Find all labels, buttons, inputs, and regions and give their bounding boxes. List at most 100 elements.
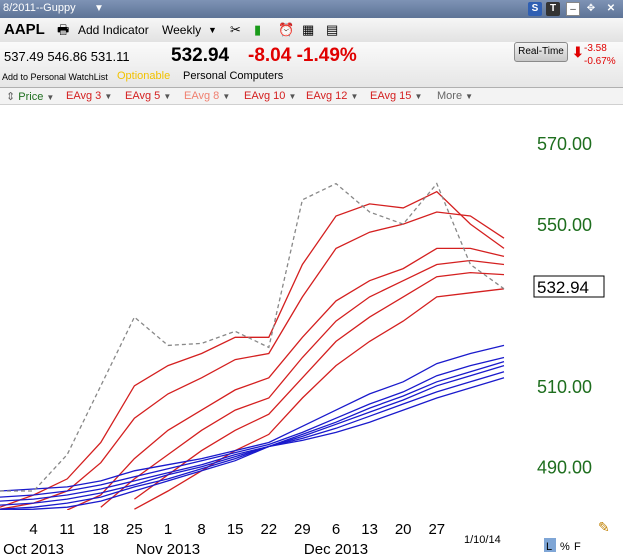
price-line [0, 182, 505, 492]
ema-line-6 [134, 288, 505, 510]
price-change: -8.04 -1.49% [248, 45, 357, 67]
drag-handle-icon[interactable]: ⇕ [6, 91, 16, 103]
x-tick-label: 27 [428, 521, 445, 538]
footer-date: 1/10/14 [464, 534, 501, 546]
month-label: Dec 2013 [304, 541, 368, 558]
x-tick-label: 29 [294, 521, 311, 538]
minimize-icon[interactable]: – [566, 2, 580, 16]
y-tick-label: 490.00 [537, 458, 592, 478]
chevron-down-icon[interactable]: ▼ [288, 92, 297, 101]
x-tick-label: 1 [164, 521, 172, 538]
x-tick-label: 25 [126, 521, 143, 538]
table-icon[interactable]: ▤ [326, 22, 339, 37]
window-title: 8/2011--Guppy [3, 2, 76, 14]
alarm-clock-icon[interactable]: ⏰ [278, 22, 295, 37]
series-lines [0, 182, 505, 510]
printer-icon[interactable]: 🖶 [57, 22, 70, 37]
low-value: 531.11 [90, 49, 130, 64]
last-price-box [533, 275, 605, 298]
chevron-down-icon[interactable]: ▼ [104, 92, 113, 101]
y-tick-label: 550.00 [537, 215, 592, 235]
tools-icon[interactable]: ✂ [230, 22, 241, 37]
study-eavg-10[interactable]: EAvg 10 ▼ [244, 90, 296, 102]
open-value: 537.49 [4, 49, 44, 64]
chevron-down-icon[interactable]: ▼ [350, 92, 359, 101]
x-tick-label: 22 [260, 521, 277, 538]
change-pct: -1.49% [296, 45, 357, 66]
chevron-down-icon[interactable]: ▼ [465, 92, 474, 101]
realtime-change: -3.58 -0.67% [584, 42, 616, 68]
ema-line-7 [0, 344, 505, 492]
study-eavg-8[interactable]: EAvg 8 ▼ [184, 90, 230, 102]
move-icon[interactable]: ✥ [586, 3, 596, 14]
scale-f[interactable]: F [574, 541, 581, 553]
x-tick-label: 8 [197, 521, 205, 538]
chevron-down-icon[interactable]: ▼ [414, 92, 423, 101]
ema-line-12 [0, 377, 505, 510]
optionable-badge[interactable]: Optionable [117, 70, 171, 82]
x-tick-label: 6 [332, 521, 340, 538]
y-tick-label: 570.00 [537, 134, 592, 154]
ema-line-4 [100, 259, 505, 508]
realtime-button[interactable]: Real-Time [514, 42, 568, 62]
down-arrow-icon: ⬇ [572, 44, 584, 60]
bar-chart-icon[interactable]: ▮ [254, 22, 262, 37]
x-tick-label: 20 [395, 521, 412, 538]
x-tick-label: 11 [59, 521, 75, 538]
study-label: EAvg 15 [370, 90, 412, 102]
period-select[interactable]: Weekly [162, 23, 202, 37]
s-app-icon[interactable]: S [528, 2, 542, 16]
scale-l-box[interactable] [544, 538, 556, 552]
close-icon[interactable]: ✕ [606, 3, 616, 14]
study-label: More [437, 90, 463, 102]
calendar-icon[interactable]: ▦ [302, 22, 315, 37]
studies-bar: ⇕ Price ▼ EAvg 3 ▼ EAvg 5 ▼ EAvg 8 ▼ EAv… [0, 88, 623, 105]
chevron-down-icon[interactable]: ▼ [222, 92, 231, 101]
ema-line-1 [0, 211, 505, 510]
study-label: Price [18, 91, 44, 103]
ema-line-10 [0, 364, 505, 506]
y-tick-label: 510.00 [537, 377, 592, 397]
study-eavg-15[interactable]: EAvg 15 ▼ [370, 90, 422, 102]
watchlist-link[interactable]: Add to Personal WatchList [2, 72, 108, 82]
t-app-icon[interactable]: T [546, 2, 560, 16]
title-bar: 8/2011--Guppy ▼ S T – ✥ ✕ [0, 0, 623, 18]
scale-pct[interactable]: % [560, 541, 570, 553]
rt-change-value: -3.58 [584, 43, 607, 54]
quote-panel: 537.49 546.86 531.11 532.94 -8.04 -1.49%… [0, 42, 623, 88]
month-label: Oct 2013 [3, 541, 64, 558]
chevron-down-icon[interactable]: ▼ [163, 92, 172, 101]
high-value: 546.86 [47, 49, 88, 64]
chevron-down-icon[interactable]: ▼ [94, 3, 104, 14]
study-label: EAvg 3 [66, 90, 102, 102]
chevron-down-icon[interactable]: ▼ [46, 93, 55, 102]
chart-area[interactable]: 490.00 510.00 550.00 570.00 4 11 18 25 1 8 15 22 29… [0, 106, 623, 560]
pencil-icon[interactable]: ✎ [598, 519, 610, 535]
rt-change-pct: -0.67% [584, 56, 616, 67]
study-eavg-3[interactable]: EAvg 3 ▼ [66, 90, 112, 102]
study-label: EAvg 10 [244, 90, 286, 102]
chevron-down-icon[interactable]: ▼ [208, 25, 217, 35]
symbol-label[interactable]: AAPL [4, 21, 45, 38]
ema-line-9 [0, 360, 505, 502]
study-eavg-12[interactable]: EAvg 12 ▼ [306, 90, 358, 102]
month-label: Nov 2013 [136, 541, 200, 558]
study-eavg-5[interactable]: EAvg 5 ▼ [125, 90, 171, 102]
x-tick-label: 18 [92, 521, 109, 538]
study-price[interactable]: ⇕ Price ▼ [6, 90, 54, 103]
industry-label: Personal Computers [183, 70, 284, 82]
x-tick-label: 13 [361, 521, 378, 538]
scale-l[interactable]: L [546, 541, 552, 553]
x-tick-label: 15 [227, 521, 244, 538]
ohl-values: 537.49 546.86 531.11 [4, 49, 130, 64]
toolbar: AAPL 🖶 Add Indicator Weekly ▼ ✂ ▮ ⏰ ▦ ▤ [0, 18, 623, 42]
ema-line-11 [0, 371, 505, 510]
study-more[interactable]: More ▼ [437, 90, 473, 102]
study-label: EAvg 12 [306, 90, 348, 102]
ema-line-3 [66, 247, 505, 510]
y-axis: 490.00 510.00 550.00 570.00 [537, 134, 592, 478]
add-indicator-button[interactable]: Add Indicator [78, 23, 149, 37]
ema-line-8 [0, 356, 505, 498]
